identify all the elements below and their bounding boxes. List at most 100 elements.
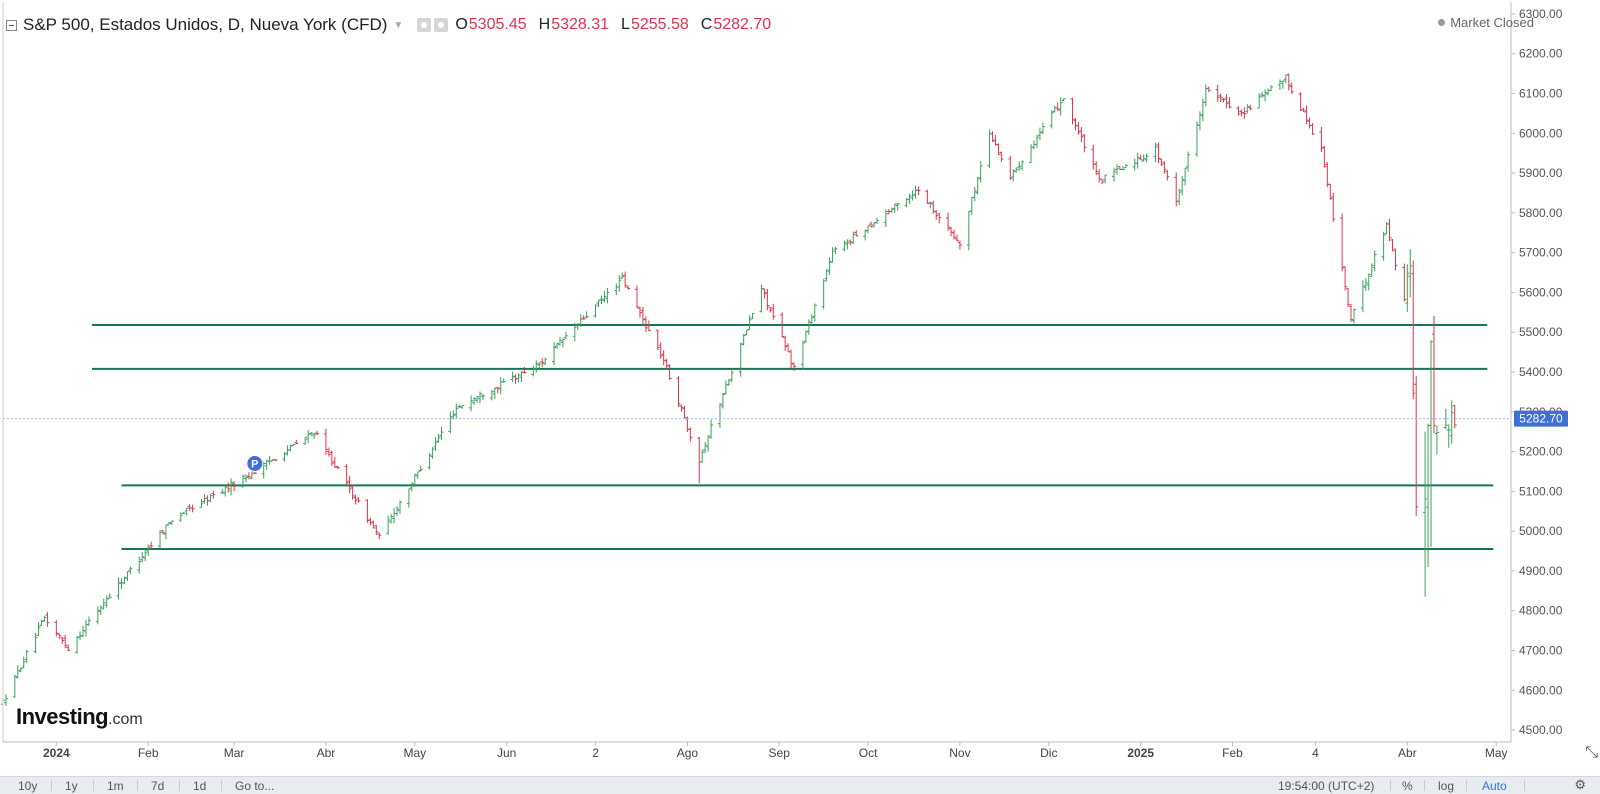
price-bar[interactable] [158,529,163,550]
price-bar[interactable] [999,151,1004,163]
price-bar[interactable] [1328,183,1333,200]
price-bar[interactable] [160,529,165,535]
price-bar[interactable] [1381,231,1386,261]
price-bar[interactable] [220,488,225,494]
price-bar[interactable] [368,517,373,526]
log-scale-toggle[interactable]: log [1438,779,1455,793]
price-bar[interactable] [1257,93,1262,109]
price-bar[interactable] [975,176,980,195]
collapse-legend-button[interactable] [6,19,17,31]
price-bar[interactable] [892,203,897,213]
price-bar[interactable] [1322,145,1327,168]
price-bar[interactable] [1260,91,1265,98]
price-bar[interactable] [1277,79,1282,90]
price-bar[interactable] [925,189,930,205]
price-bar[interactable] [729,368,734,383]
price-bar[interactable] [581,315,586,320]
price-bar[interactable] [658,342,663,359]
price-bar[interactable] [460,405,465,409]
marker-badge[interactable] [246,455,264,473]
price-bar[interactable] [709,419,714,439]
price-bar[interactable] [377,532,382,540]
price-bar[interactable] [848,239,853,246]
price-bar[interactable] [374,525,379,536]
price-bar[interactable] [605,287,610,304]
price-bar[interactable] [792,362,797,371]
price-bar[interactable] [101,598,106,610]
price-bar[interactable] [845,239,850,250]
price-bar[interactable] [472,397,477,405]
price-bar[interactable] [12,674,17,698]
price-bar[interactable] [1351,308,1356,324]
settings-icon[interactable] [434,18,449,32]
price-bar[interactable] [537,362,542,370]
price-bar[interactable] [1283,74,1288,83]
price-bar[interactable] [916,186,921,196]
price-bar[interactable] [86,616,91,626]
price-bar[interactable] [457,404,462,408]
price-bar[interactable] [1049,109,1054,129]
price-bar[interactable] [1037,127,1042,141]
price-bar[interactable] [854,230,859,237]
price-bar[interactable] [264,459,269,471]
price-bar[interactable] [706,435,711,452]
price-bar[interactable] [1263,89,1268,102]
price-bar[interactable] [291,443,296,447]
price-bar[interactable] [703,442,708,454]
price-bar[interactable] [786,343,791,353]
price-bar[interactable] [1289,82,1294,95]
price-bar[interactable] [1402,263,1407,302]
price-bar[interactable] [1100,178,1105,185]
price-bar[interactable] [1017,161,1022,172]
price-bar[interactable] [119,578,124,589]
price-bar[interactable] [1206,86,1211,93]
price-bar[interactable] [427,453,432,470]
price-bar[interactable] [679,404,684,412]
price-chart[interactable]: P 4500.00 4600.00 4700.00 4800.00 4900.00 500… [0,0,1600,776]
price-bar[interactable] [987,129,992,169]
price-bar[interactable] [267,455,272,465]
price-bar[interactable] [495,386,500,394]
price-bar[interactable] [415,471,420,479]
price-bar[interactable] [1020,160,1025,171]
price-bar[interactable] [184,507,189,516]
price-bar[interactable] [1203,84,1208,107]
price-bar[interactable] [386,516,391,535]
price-bar[interactable] [21,656,26,669]
price-bar[interactable] [949,226,954,237]
price-bar[interactable] [211,490,216,499]
price-bar[interactable] [169,520,174,525]
price-bar[interactable] [522,366,527,374]
price-bar[interactable] [143,548,148,562]
price-bar[interactable] [501,378,506,383]
price-bar[interactable] [789,349,794,369]
price-bar[interactable] [1008,155,1013,180]
price-bar[interactable] [498,377,503,395]
price-bar[interactable] [1034,134,1039,149]
price-bar[interactable] [469,395,474,412]
price-bar[interactable] [1011,169,1016,182]
price-bar[interactable] [803,330,808,344]
price-bar[interactable] [883,209,888,228]
price-bar[interactable] [1423,431,1428,597]
price-bar[interactable] [1159,158,1164,166]
price-bar[interactable] [1079,127,1084,143]
price-bar[interactable] [907,193,912,204]
price-bar[interactable] [1194,121,1199,157]
price-bar[interactable] [389,514,394,524]
price-bar[interactable] [1177,188,1182,206]
price-bar[interactable] [555,342,560,349]
price-bar[interactable] [54,620,59,637]
price-bar[interactable] [552,342,557,366]
price-bar[interactable] [1052,105,1057,113]
price-bar[interactable] [1174,172,1179,207]
price-bar[interactable] [128,566,133,575]
price-bar[interactable] [436,433,441,443]
price-bar[interactable] [1360,280,1365,313]
price-bar[interactable] [726,378,731,386]
price-bar[interactable] [827,257,832,276]
price-bar[interactable] [1449,400,1454,444]
price-bar[interactable] [578,314,583,327]
price-bar[interactable] [33,632,38,654]
price-bar[interactable] [1393,248,1398,271]
